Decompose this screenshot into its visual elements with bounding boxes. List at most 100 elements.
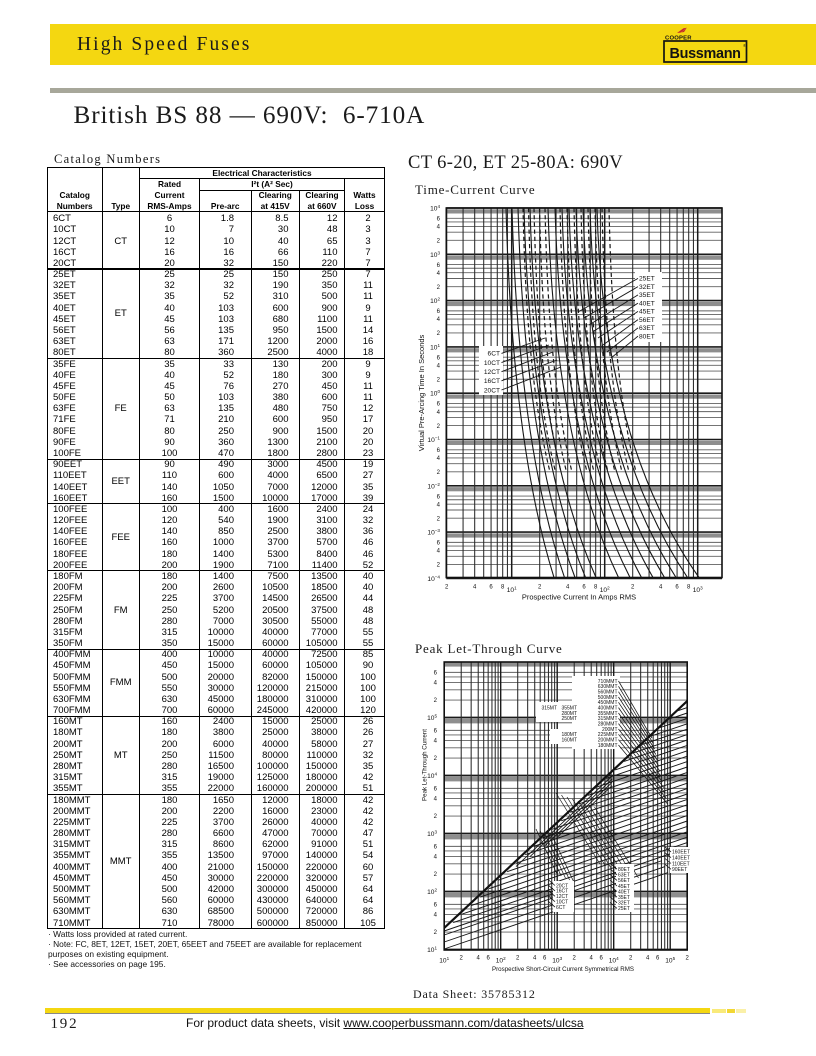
svg-text:101: 101 xyxy=(507,586,517,595)
svg-text:4: 4 xyxy=(437,364,441,370)
svg-text:6: 6 xyxy=(434,844,438,850)
svg-text:2: 2 xyxy=(538,585,542,591)
svg-text:35ET: 35ET xyxy=(639,292,655,299)
svg-text:63ET: 63ET xyxy=(618,873,630,879)
svg-text:4: 4 xyxy=(434,855,438,861)
svg-text:2: 2 xyxy=(460,956,464,962)
svg-text:®: ® xyxy=(743,43,746,48)
svg-text:56ET: 56ET xyxy=(618,878,630,884)
svg-text:6: 6 xyxy=(434,728,438,734)
svg-text:4: 4 xyxy=(437,410,441,416)
svg-text:6: 6 xyxy=(543,956,547,962)
svg-text:4: 4 xyxy=(434,739,438,745)
svg-text:20CT: 20CT xyxy=(484,387,500,394)
svg-text:103: 103 xyxy=(427,829,437,838)
svg-text:100: 100 xyxy=(430,389,440,398)
svg-text:2: 2 xyxy=(437,239,441,245)
svg-text:4: 4 xyxy=(437,549,441,555)
svg-text:2: 2 xyxy=(437,470,441,476)
svg-text:2: 2 xyxy=(434,756,438,762)
svg-text:6: 6 xyxy=(486,956,490,962)
svg-text:6CT: 6CT xyxy=(556,905,565,911)
svg-text:25ET: 25ET xyxy=(618,906,630,912)
svg-text:6: 6 xyxy=(434,902,438,908)
svg-text:8: 8 xyxy=(501,585,505,591)
svg-text:32ET: 32ET xyxy=(639,284,655,291)
svg-text:6: 6 xyxy=(437,448,441,454)
svg-text:8: 8 xyxy=(594,585,598,591)
svg-text:6: 6 xyxy=(437,309,441,315)
svg-text:104: 104 xyxy=(609,956,619,965)
svg-text:6: 6 xyxy=(656,956,660,962)
svg-text:6: 6 xyxy=(437,355,441,361)
svg-text:12CT: 12CT xyxy=(556,894,568,900)
svg-text:6: 6 xyxy=(437,216,441,222)
svg-text:104: 104 xyxy=(427,771,437,780)
svg-text:4: 4 xyxy=(437,456,441,462)
svg-text:280MMT: 280MMT xyxy=(598,721,618,727)
svg-text:Prospective Current In Amps RM: Prospective Current In Amps RMS xyxy=(522,593,636,602)
svg-text:Bussmann: Bussmann xyxy=(670,46,741,62)
svg-text:4: 4 xyxy=(437,317,441,323)
svg-text:4: 4 xyxy=(437,225,441,231)
svg-text:16CT: 16CT xyxy=(556,889,568,895)
svg-text:101: 101 xyxy=(430,343,440,352)
svg-text:250MT: 250MT xyxy=(561,716,577,722)
svg-text:105: 105 xyxy=(427,713,437,722)
svg-text:45ET: 45ET xyxy=(618,884,630,890)
svg-text:103: 103 xyxy=(430,250,440,259)
svg-text:6: 6 xyxy=(437,494,441,500)
svg-text:10−2: 10−2 xyxy=(427,482,440,491)
svg-text:40ET: 40ET xyxy=(639,300,655,307)
svg-text:2: 2 xyxy=(631,585,635,591)
svg-text:4: 4 xyxy=(434,681,438,687)
svg-text:105: 105 xyxy=(665,956,675,965)
svg-text:4: 4 xyxy=(437,502,441,508)
svg-text:2: 2 xyxy=(437,424,441,430)
svg-text:560MMT: 560MMT xyxy=(598,689,618,695)
svg-text:63ET: 63ET xyxy=(639,325,655,332)
svg-text:2: 2 xyxy=(434,930,438,936)
svg-text:10−1: 10−1 xyxy=(427,436,440,445)
svg-text:25ET: 25ET xyxy=(639,276,655,283)
svg-text:101: 101 xyxy=(427,945,437,954)
svg-text:630MMT: 630MMT xyxy=(598,684,618,690)
svg-text:COOPER: COOPER xyxy=(665,36,692,42)
svg-text:4: 4 xyxy=(473,585,477,591)
svg-text:180MMT: 180MMT xyxy=(598,743,618,749)
svg-text:500MMT: 500MMT xyxy=(598,695,618,701)
svg-text:102: 102 xyxy=(427,887,437,896)
svg-text:6: 6 xyxy=(599,956,603,962)
svg-text:2: 2 xyxy=(437,516,441,522)
svg-text:6: 6 xyxy=(437,263,441,269)
svg-text:315MMT: 315MMT xyxy=(598,716,618,722)
svg-text:45ET: 45ET xyxy=(639,309,655,316)
svg-text:Prospective Short-Circuit Curr: Prospective Short-Circuit Current Symmet… xyxy=(492,966,634,973)
svg-text:103: 103 xyxy=(693,586,703,595)
svg-text:101: 101 xyxy=(439,956,449,965)
svg-text:10CT: 10CT xyxy=(484,360,500,367)
svg-text:8: 8 xyxy=(687,585,691,591)
svg-text:710MMT: 710MMT xyxy=(598,679,618,685)
svg-text:2: 2 xyxy=(437,377,441,383)
svg-text:56ET: 56ET xyxy=(639,317,655,324)
svg-text:4: 4 xyxy=(646,956,650,962)
svg-text:2: 2 xyxy=(445,585,449,591)
svg-text:2: 2 xyxy=(573,956,577,962)
svg-text:4: 4 xyxy=(477,956,481,962)
svg-text:102: 102 xyxy=(600,586,610,595)
svg-text:20CT: 20CT xyxy=(556,883,568,889)
svg-text:32ET: 32ET xyxy=(618,901,630,907)
svg-text:450MMT: 450MMT xyxy=(598,700,618,706)
svg-text:12CT: 12CT xyxy=(484,369,500,376)
svg-text:6: 6 xyxy=(437,402,441,408)
svg-text:4: 4 xyxy=(434,913,438,919)
svg-text:10−3: 10−3 xyxy=(427,528,440,537)
svg-text:315MT: 315MT xyxy=(541,705,557,711)
svg-text:4: 4 xyxy=(533,956,537,962)
svg-text:2: 2 xyxy=(629,956,633,962)
svg-text:4: 4 xyxy=(590,956,594,962)
svg-text:140EET: 140EET xyxy=(672,856,690,862)
svg-text:4: 4 xyxy=(434,797,438,803)
svg-text:6CT: 6CT xyxy=(488,351,500,358)
